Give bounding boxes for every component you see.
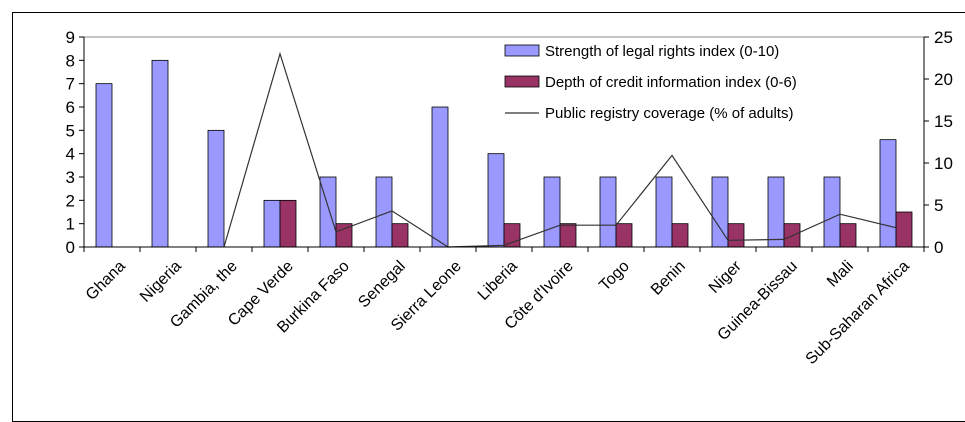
bar-group (95, 59, 913, 248)
y-tick-left-label: 3 (66, 168, 75, 187)
y-tick-left-label: 4 (66, 145, 75, 164)
bar-credit-info (279, 199, 297, 248)
category-label: Ghana (83, 258, 129, 304)
y-tick-right-label: 5 (934, 196, 943, 215)
category-label: Benin (648, 258, 689, 299)
bar-credit-info (839, 223, 857, 248)
y-tick-left-label: 0 (66, 238, 75, 257)
bar-credit-info (391, 223, 409, 248)
bar-legal-rights (207, 129, 225, 248)
bar-credit-info (615, 223, 633, 248)
bar-legal-rights (655, 176, 673, 248)
y-tick-right-label: 0 (934, 238, 943, 257)
y-tick-left-label: 1 (66, 215, 75, 234)
line-registry-coverage (223, 51, 897, 248)
category-label: Togo (596, 258, 633, 295)
y-tick-right-label: 25 (934, 28, 953, 47)
bar-legal-rights (823, 176, 841, 248)
y-tick-right-label: 20 (934, 70, 953, 89)
bar-legal-rights (431, 106, 449, 248)
legend-swatch (504, 75, 540, 88)
legend: Strength of legal rights index (0-10) Dep… (504, 43, 797, 122)
legend-label: Strength of legal rights index (0-10) (545, 43, 779, 60)
bar-credit-info (559, 223, 577, 248)
legend-label: Public registry coverage (% of adults) (545, 105, 793, 122)
bar-legal-rights (487, 153, 505, 248)
line-group (223, 51, 897, 248)
bar-legal-rights (263, 199, 281, 248)
bar-credit-info (671, 223, 689, 248)
y-tick-left-label: 9 (66, 28, 75, 47)
bar-legal-rights (543, 176, 561, 248)
bar-legal-rights (95, 83, 113, 248)
category-label: Mali (824, 258, 857, 291)
category-label: Nigeria (137, 258, 185, 306)
category-label: Liberia (475, 258, 521, 304)
legend-label: Depth of credit information index (0-6) (545, 74, 797, 91)
y-tick-left-label: 6 (66, 98, 75, 117)
category-label: Sub-Saharan Africa (803, 258, 913, 368)
bar-credit-info (727, 223, 745, 248)
bar-legal-rights (767, 176, 785, 248)
bar-legal-rights (879, 139, 897, 248)
y-tick-left-label: 7 (66, 75, 75, 94)
y-tick-right-label: 10 (934, 154, 953, 173)
bar-credit-info (503, 223, 521, 248)
bar-legal-rights (599, 176, 617, 248)
y-tick-left-label: 8 (66, 51, 75, 70)
category-label: Niger (706, 257, 746, 297)
y-tick-left-label: 2 (66, 191, 75, 210)
bar-credit-info (895, 211, 913, 248)
category-label: Senegal (355, 258, 409, 312)
y-tick-right-label: 15 (934, 112, 953, 131)
y-tick-left-label: 5 (66, 121, 75, 140)
bar-legal-rights (151, 59, 169, 248)
legend-swatch (504, 44, 540, 57)
